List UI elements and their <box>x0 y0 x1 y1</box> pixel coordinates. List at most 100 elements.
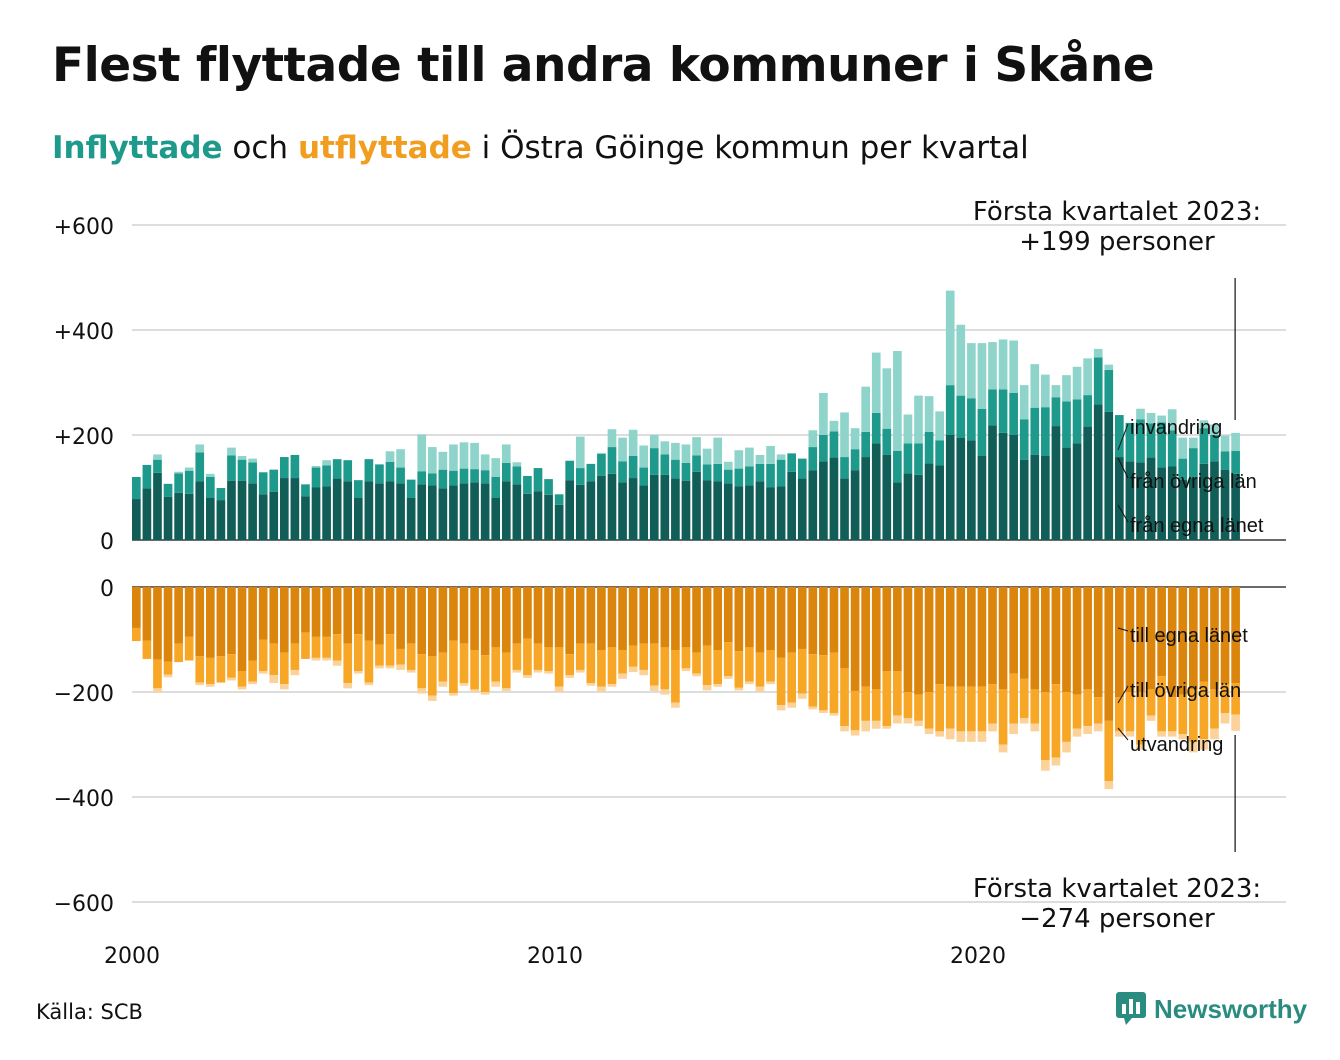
bar-in-invandring <box>935 411 944 441</box>
bar-in-ovriga <box>787 453 797 472</box>
bar-in-invandring <box>1157 415 1166 423</box>
bar-in-egna <box>163 496 173 540</box>
bar-out-ovriga <box>649 643 659 686</box>
bar-out-ovriga <box>132 627 141 642</box>
bottom-annotation-line2: −274 personer <box>1019 904 1215 934</box>
bar-in-egna <box>375 483 384 540</box>
bar-out-utvandring <box>438 681 448 687</box>
bar-out-utvandring <box>639 669 649 676</box>
bar-in-invandring <box>311 465 321 468</box>
bar-in-ovriga <box>174 473 183 493</box>
bar-out-egna <box>829 587 839 653</box>
bar-out-utvandring <box>1041 760 1050 771</box>
bar-out-egna <box>1220 587 1230 685</box>
bar-out-ovriga <box>639 643 649 670</box>
bar-out-utvandring <box>512 669 522 673</box>
bar-in-egna <box>956 437 966 540</box>
bar-out-utvandring <box>1009 723 1018 734</box>
bar-out-egna <box>840 587 849 669</box>
bar-out-ovriga <box>216 656 226 683</box>
bar-out-utvandring <box>988 723 997 732</box>
bar-out-utvandring <box>628 666 638 673</box>
bar-out-utvandring <box>449 693 458 696</box>
bar-out-utvandring <box>237 686 247 690</box>
bar-in-ovriga <box>269 469 279 492</box>
bar-in-ovriga <box>449 470 458 486</box>
bar-out-ovriga <box>1051 684 1061 758</box>
bar-out-utvandring <box>406 669 416 673</box>
bar-in-invandring <box>1136 408 1145 420</box>
top-y-tick-label: 0 <box>100 530 114 555</box>
bar-in-ovriga <box>1072 399 1082 444</box>
bar-out-egna <box>427 587 437 657</box>
bar-in-ovriga <box>956 395 966 438</box>
bar-out-utvandring <box>332 660 342 666</box>
bar-out-utvandring <box>470 689 479 692</box>
bar-out-utvandring <box>1062 741 1071 753</box>
bar-out-egna <box>575 587 585 644</box>
bar-in-egna <box>1146 457 1156 540</box>
bar-out-egna <box>565 587 575 655</box>
bar-in-invandring <box>723 461 733 470</box>
bar-in-egna <box>290 478 300 540</box>
top-series-leader <box>1117 504 1129 523</box>
bar-in-ovriga <box>1083 395 1092 427</box>
bar-in-ovriga <box>618 461 627 483</box>
bar-out-utvandring <box>924 728 934 734</box>
bar-out-egna <box>607 587 617 648</box>
bar-out-egna <box>745 587 754 648</box>
bar-in-ovriga <box>248 462 257 484</box>
bar-in-ovriga <box>829 431 839 458</box>
bar-in-invandring <box>681 444 691 463</box>
bar-in-invandring <box>998 339 1008 390</box>
bar-out-egna <box>967 587 976 687</box>
bar-in-ovriga <box>1157 422 1166 468</box>
bar-in-egna <box>586 481 596 540</box>
bar-in-invandring <box>1104 364 1114 370</box>
bar-in-ovriga <box>660 454 670 475</box>
bar-in-egna <box>1019 459 1029 540</box>
top-y-tick-label: +600 <box>54 215 114 240</box>
bar-out-ovriga <box>861 686 870 721</box>
bar-out-ovriga <box>533 643 543 670</box>
bar-in-ovriga <box>237 459 247 481</box>
bar-out-utvandring <box>766 681 775 685</box>
bar-in-ovriga <box>1178 458 1188 480</box>
bar-out-ovriga <box>396 648 405 665</box>
bar-out-ovriga <box>702 645 712 686</box>
bar-out-utvandring <box>755 686 765 692</box>
bar-in-egna <box>1199 463 1209 540</box>
bar-in-egna <box>427 485 437 540</box>
bar-in-egna <box>1178 479 1188 540</box>
bar-in-egna <box>607 473 617 540</box>
bar-in-ovriga <box>734 468 744 487</box>
bar-out-ovriga <box>808 654 818 707</box>
bar-in-egna <box>723 483 733 540</box>
bar-in-egna <box>903 473 913 540</box>
bar-out-ovriga <box>142 640 152 659</box>
bar-out-utvandring <box>1220 713 1230 724</box>
bar-out-egna <box>776 587 786 658</box>
bar-out-egna <box>174 587 183 644</box>
bar-out-utvandring <box>1083 726 1092 734</box>
bar-in-ovriga <box>639 467 649 486</box>
bar-in-ovriga <box>565 460 575 481</box>
bar-out-utvandring <box>1178 734 1188 740</box>
bar-in-invandring <box>713 437 723 464</box>
bar-in-egna <box>205 498 215 540</box>
bar-in-ovriga <box>850 449 860 471</box>
bar-in-ovriga <box>227 455 236 481</box>
bar-out-egna <box>1146 587 1156 690</box>
bar-out-egna <box>819 587 828 656</box>
bar-in-egna <box>1157 467 1166 540</box>
bar-out-egna <box>1157 587 1166 677</box>
bar-in-invandring <box>692 437 701 456</box>
bar-in-invandring <box>607 429 617 448</box>
bar-in-egna <box>343 481 353 540</box>
bar-out-utvandring <box>1051 757 1061 766</box>
bar-out-utvandring <box>375 665 384 669</box>
bar-out-ovriga <box>417 654 427 689</box>
bar-out-utvandring <box>702 685 712 691</box>
bar-out-ovriga <box>945 686 955 729</box>
bar-out-utvandring <box>385 665 395 669</box>
